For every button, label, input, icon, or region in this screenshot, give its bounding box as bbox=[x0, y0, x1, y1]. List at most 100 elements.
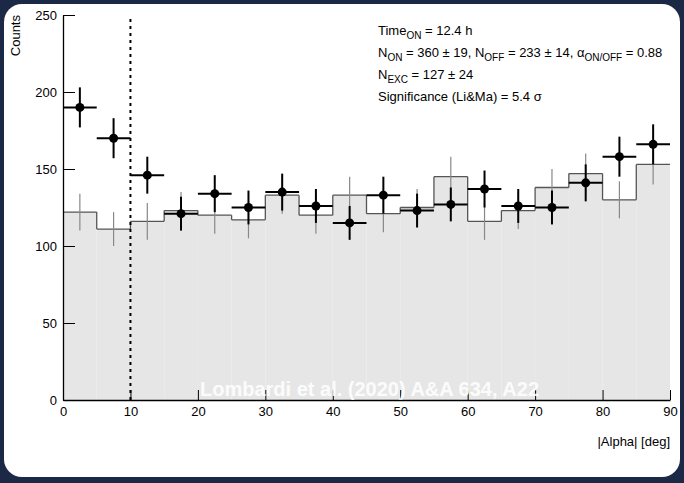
x-tick-label: 20 bbox=[191, 404, 205, 419]
on-point bbox=[514, 201, 523, 210]
y-tick-label: 200 bbox=[35, 85, 57, 100]
stats-annotation: NEXC = 127 ± 24 bbox=[378, 67, 473, 85]
off-step-riser bbox=[602, 174, 603, 200]
x-tick: 90 bbox=[663, 390, 677, 419]
x-tick: 80 bbox=[596, 390, 610, 419]
off-bar bbox=[434, 177, 468, 400]
on-points bbox=[63, 87, 670, 239]
y-tick-mark bbox=[63, 323, 75, 324]
off-step-riser bbox=[636, 164, 637, 199]
on-point bbox=[480, 185, 489, 194]
off-bar bbox=[265, 195, 299, 400]
stats-annotation: NON = 360 ± 19, NOFF = 233 ± 14, αON/OFF… bbox=[378, 45, 662, 63]
on-point bbox=[278, 188, 287, 197]
off-step-riser bbox=[433, 177, 434, 208]
annotation-text: Time bbox=[378, 23, 406, 38]
y-tick-label: 0 bbox=[50, 393, 57, 408]
on-point bbox=[649, 140, 658, 149]
off-bar bbox=[130, 221, 164, 400]
annotation-subscript: ON/OFF bbox=[584, 52, 622, 63]
x-tick-label: 50 bbox=[393, 404, 407, 419]
annotation-text: = 360 ± 19, N bbox=[402, 45, 484, 60]
annotation-subscript: ON bbox=[406, 30, 421, 41]
y-tick-label: 150 bbox=[35, 162, 57, 177]
annotation-text: N bbox=[378, 45, 387, 60]
x-tick-mark bbox=[130, 390, 131, 400]
x-tick-mark bbox=[670, 390, 671, 400]
off-histogram bbox=[63, 144, 670, 400]
x-tick-label: 0 bbox=[60, 404, 67, 419]
x-axis-title: |Alpha| [deg] bbox=[597, 434, 670, 449]
off-step-riser bbox=[501, 211, 502, 222]
plot-marks bbox=[63, 15, 670, 400]
y-axis-line bbox=[63, 16, 64, 401]
stats-annotation: Significance (Li&Ma) = 5.4 σ bbox=[378, 89, 542, 104]
off-bar bbox=[367, 214, 401, 400]
x-tick-label: 30 bbox=[259, 404, 273, 419]
on-point bbox=[379, 191, 388, 200]
x-tick-label: 70 bbox=[528, 404, 542, 419]
off-step-riser bbox=[164, 211, 165, 222]
x-tick-label: 60 bbox=[461, 404, 475, 419]
x-tick-label: 90 bbox=[663, 404, 677, 419]
y-axis-title: Counts bbox=[8, 15, 23, 57]
off-step-riser bbox=[96, 212, 97, 229]
off-step-riser bbox=[366, 195, 367, 213]
on-point bbox=[547, 203, 556, 212]
on-point bbox=[581, 178, 590, 187]
off-error-bar bbox=[79, 194, 80, 231]
y-tick-mark bbox=[63, 400, 75, 401]
on-point bbox=[75, 103, 84, 112]
off-bar bbox=[501, 211, 535, 400]
annotation-text: N bbox=[378, 67, 387, 82]
annotation-text: = 12.4 h bbox=[421, 23, 472, 38]
citation-watermark: Lombardi et al. (2020) A&A 634, A22 bbox=[200, 378, 539, 400]
on-point bbox=[615, 152, 624, 161]
y-tick-mark bbox=[63, 169, 75, 170]
off-bar bbox=[164, 211, 198, 400]
annotation-text: Significance (Li&Ma) = 5.4 σ bbox=[378, 89, 542, 104]
annotation-text: = 127 ± 24 bbox=[408, 67, 473, 82]
off-bar bbox=[63, 212, 97, 400]
off-step-riser bbox=[467, 177, 468, 222]
off-error-bar bbox=[619, 181, 620, 218]
chart: 0102030405060708090050100150200250Counts… bbox=[0, 0, 684, 483]
annotation-subscript: ON bbox=[387, 52, 402, 63]
off-bar bbox=[535, 187, 569, 400]
annotation-subscript: EXC bbox=[387, 74, 408, 85]
y-tick: 50 bbox=[43, 316, 75, 331]
y-tick: 250 bbox=[35, 8, 75, 23]
off-error-bar bbox=[113, 212, 114, 246]
panel bbox=[4, 4, 680, 477]
x-tick-label: 10 bbox=[124, 404, 138, 419]
x-tick-label: 80 bbox=[596, 404, 610, 419]
y-tick-label: 250 bbox=[35, 8, 57, 23]
x-tick: 10 bbox=[124, 390, 138, 419]
y-tick-mark bbox=[63, 15, 75, 16]
off-bar bbox=[603, 200, 637, 400]
off-bar bbox=[468, 221, 502, 400]
x-tick-mark bbox=[198, 390, 199, 400]
off-bar bbox=[400, 208, 434, 401]
on-point bbox=[345, 218, 354, 227]
off-bar bbox=[636, 164, 670, 400]
off-error-bar bbox=[147, 203, 148, 240]
annotation-text: = 0.88 bbox=[622, 45, 662, 60]
y-tick-mark bbox=[63, 246, 75, 247]
on-point bbox=[210, 189, 219, 198]
on-point bbox=[446, 200, 455, 209]
off-bar bbox=[299, 215, 333, 400]
stats-annotation: TimeON = 12.4 h bbox=[378, 23, 472, 41]
x-tick-mark bbox=[603, 390, 604, 400]
off-bar bbox=[333, 195, 367, 400]
on-point bbox=[413, 206, 422, 215]
y-tick-label: 100 bbox=[35, 239, 57, 254]
on-point bbox=[143, 171, 152, 180]
off-bar bbox=[198, 215, 232, 400]
annotation-subscript: OFF bbox=[484, 52, 504, 63]
x-axis-line bbox=[64, 400, 671, 401]
cut-line bbox=[129, 15, 131, 400]
off-step-riser bbox=[568, 174, 569, 188]
off-bar bbox=[232, 220, 266, 400]
y-axis: 0 50 100 150 200 250 bbox=[35, 8, 75, 408]
